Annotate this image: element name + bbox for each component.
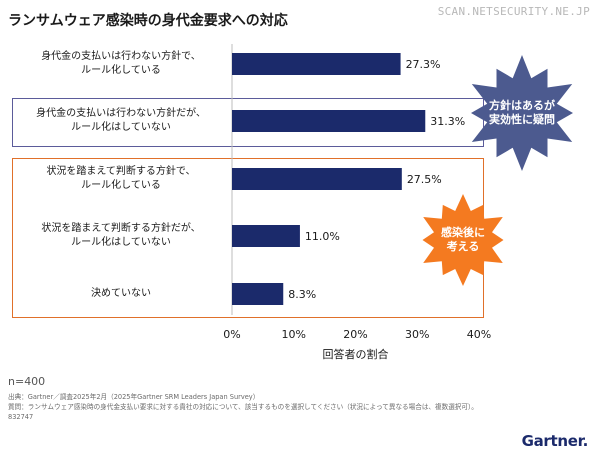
bar — [232, 283, 284, 305]
question-line: 質問：ランサムウェア感染時の身代金支払い要求に対する貴社の対応について、該当する… — [8, 403, 478, 411]
sample-size: n=400 — [8, 375, 46, 388]
category-label: 状況を踏まえて判断する方針だが、 ルール化はしていない — [41, 223, 201, 248]
report-code: 832747 — [8, 413, 34, 421]
bar — [232, 53, 401, 75]
callout-burst-blue — [471, 55, 573, 171]
chart-title: ランサムウェア感染時の身代金要求への対応 — [8, 13, 288, 29]
callout-blue-text: 方針はあるが 実効性に疑問 — [489, 99, 555, 126]
category-label: 身代金の支払いは行わない方針だが、 ルール化はしていない — [36, 108, 206, 133]
source-line: 出典：Gartner／調査2025年2月（2025年Gartner SRM Le… — [8, 393, 260, 401]
value-label: 27.5% — [407, 173, 442, 186]
source-note: 出典：Gartner／調査2025年2月（2025年Gartner SRM Le… — [8, 392, 568, 422]
value-label: 8.3% — [288, 288, 316, 301]
x-axis-label: 回答者の割合 — [323, 347, 389, 361]
category-label: 状況を踏まえて判断する方針で、 ルール化している — [46, 166, 196, 191]
value-label: 27.3% — [406, 58, 441, 71]
bar — [232, 168, 402, 190]
value-label: 31.3% — [430, 115, 465, 128]
x-tick-label: 10% — [282, 328, 306, 341]
x-tick-label: 30% — [405, 328, 429, 341]
category-label: 身代金の支払いは行わない方針で、 ルール化している — [41, 51, 201, 76]
x-tick-label: 20% — [343, 328, 367, 341]
bar — [232, 225, 300, 247]
callout-orange-text: 感染後に 考える — [441, 226, 485, 253]
value-label: 11.0% — [305, 230, 340, 243]
x-tick-label: 0% — [223, 328, 240, 341]
x-tick-label: 40% — [467, 328, 491, 341]
bar — [232, 110, 426, 132]
category-label: 決めていない — [91, 288, 151, 299]
callout-burst-orange — [422, 194, 504, 286]
site-watermark: SCAN.NETSECURITY.NE.JP — [437, 5, 590, 18]
highlight-frame-policy-no-rule — [12, 98, 484, 147]
gartner-logo: Gartner. — [521, 432, 589, 450]
